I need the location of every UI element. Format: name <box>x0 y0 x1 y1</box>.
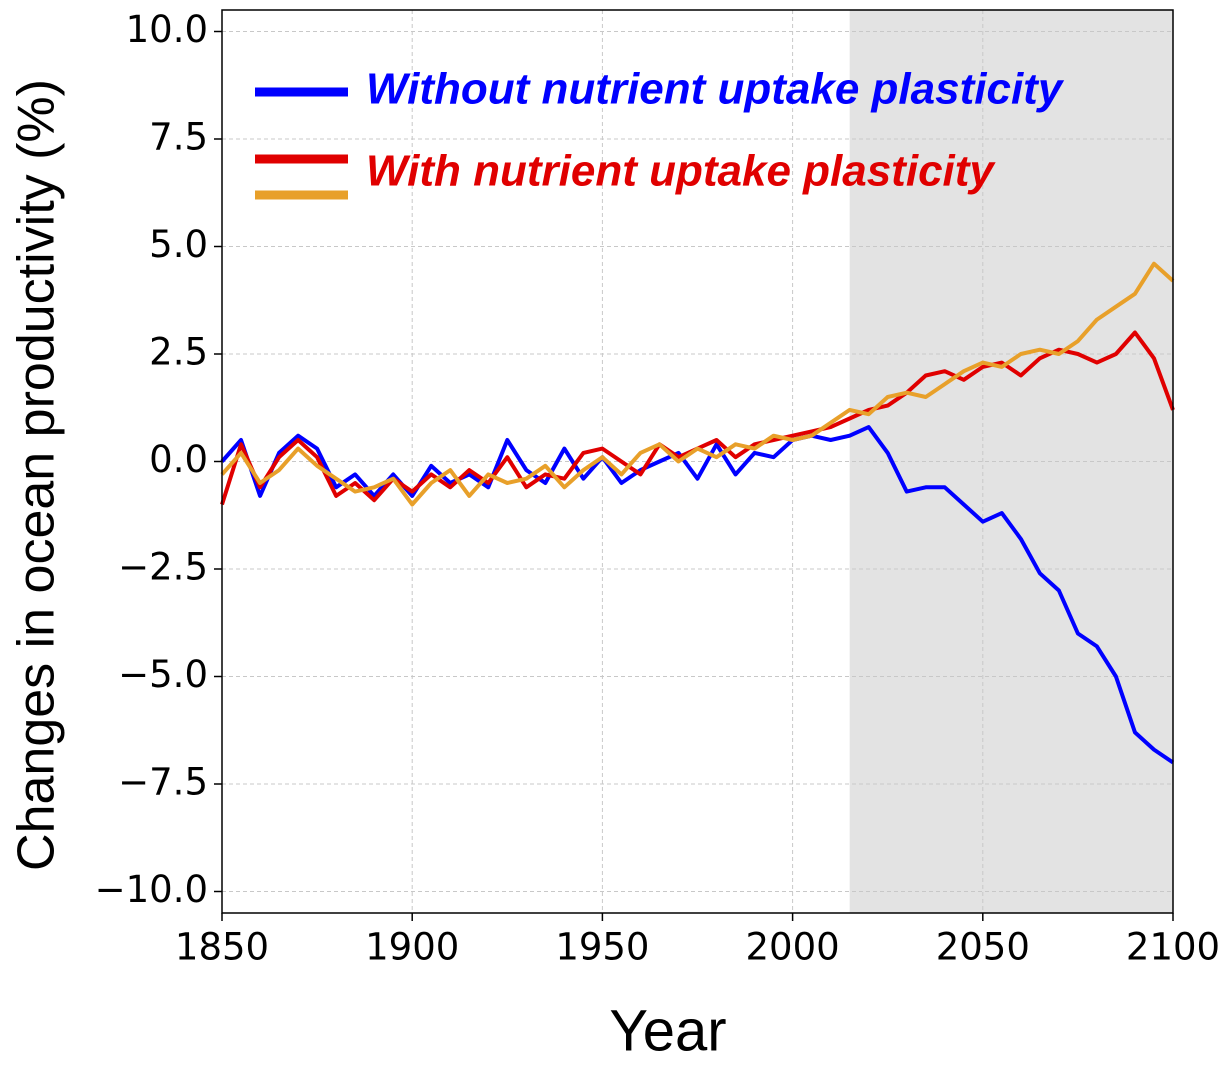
legend-label: With nutrient uptake plasticity <box>366 147 996 196</box>
plot-frame <box>221 9 1174 914</box>
x-tick-label: 2000 <box>746 926 840 969</box>
x-tick-label: 2050 <box>936 926 1030 969</box>
y-tick-label: −7.5 <box>118 761 208 804</box>
data-line <box>220 261 1175 507</box>
y-tick-label: 7.5 <box>149 116 208 159</box>
data-line <box>220 425 1175 765</box>
x-tick-label: 1850 <box>175 926 269 969</box>
y-tick-label: 0.0 <box>149 438 208 481</box>
y-tick-label: 5.0 <box>149 223 208 266</box>
legend-label: Without nutrient uptake plasticity <box>366 65 1065 114</box>
y-tick-label: −2.5 <box>118 546 208 589</box>
x-tick-label: 1950 <box>555 926 649 969</box>
y-tick-label: −5.0 <box>118 653 208 696</box>
y-tick-label: −10.0 <box>95 868 208 911</box>
x-tick-label: 1900 <box>365 926 459 969</box>
y-axis-label: Changes in ocean productivity (%) <box>8 79 66 871</box>
x-tick-label: 2100 <box>1126 926 1220 969</box>
y-tick-label: 2.5 <box>149 331 208 374</box>
projection-shade <box>849 10 1173 913</box>
x-axis-label: Year <box>609 998 726 1063</box>
y-tick-label: 10.0 <box>126 8 208 51</box>
